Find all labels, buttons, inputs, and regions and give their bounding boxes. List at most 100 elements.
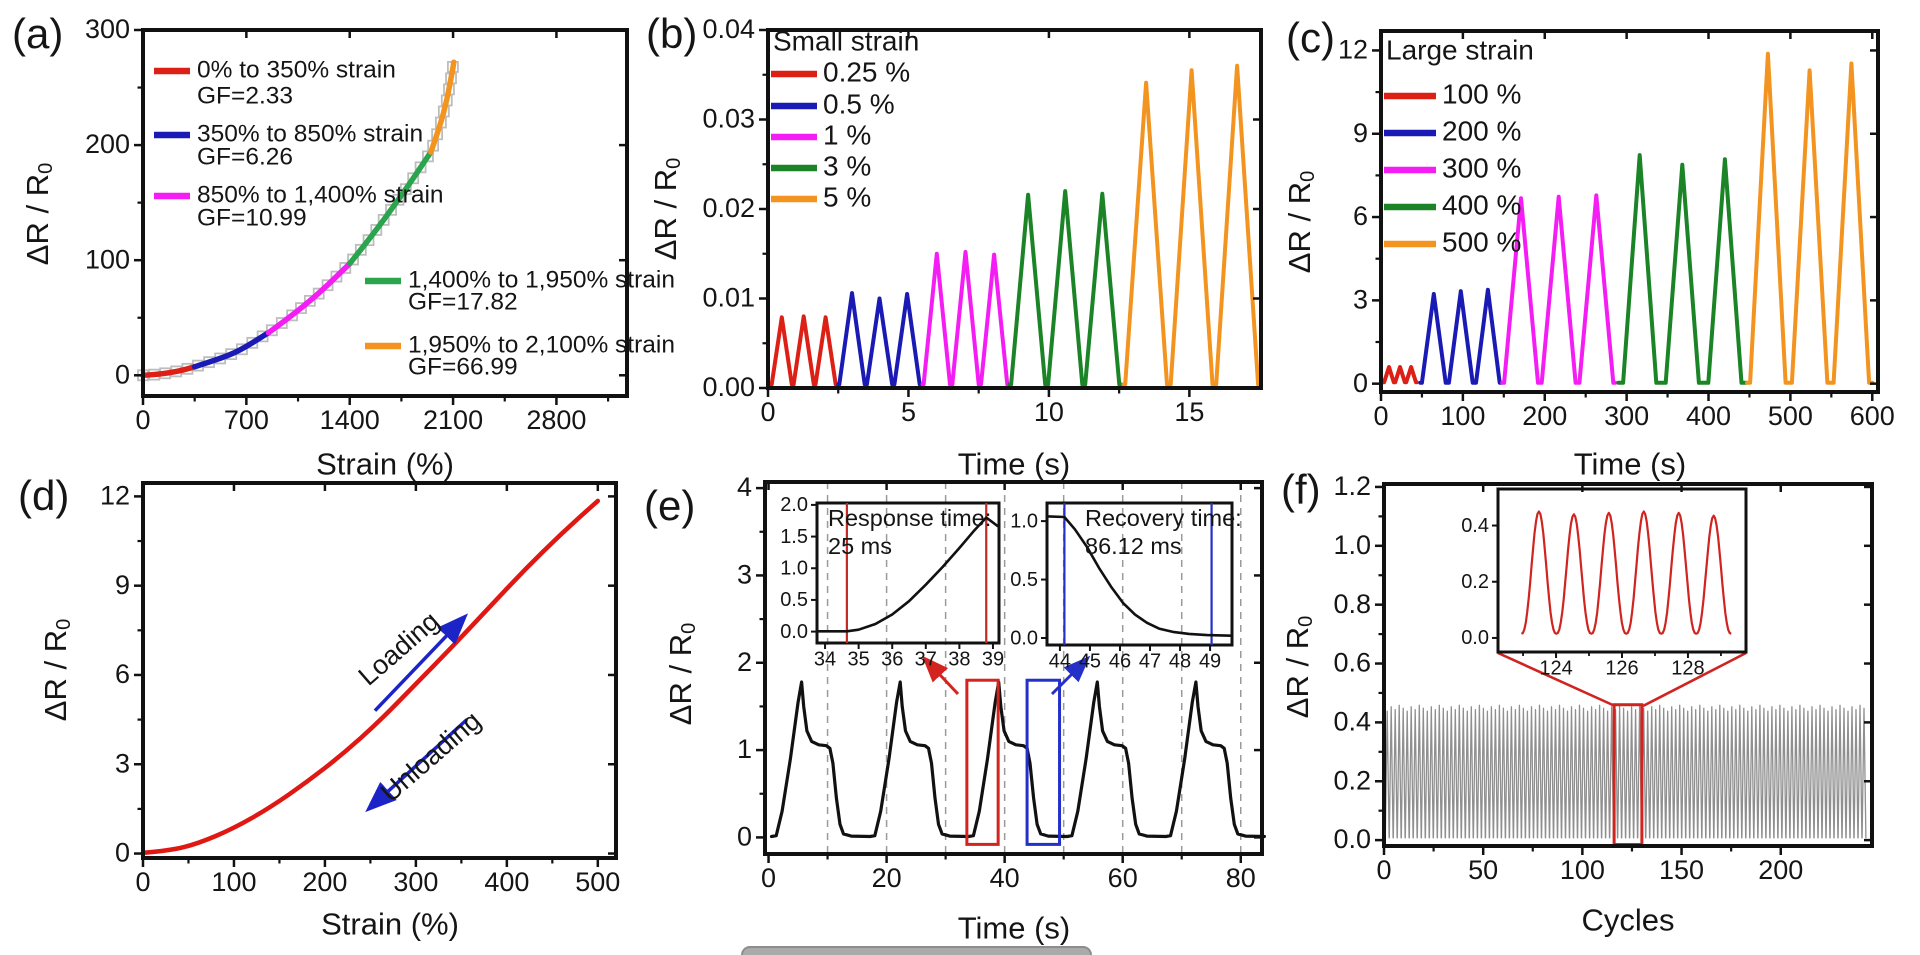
y-tick-label: 12 <box>1338 35 1368 65</box>
x-tick-label: 500 <box>1768 401 1813 431</box>
inset-y-tick: 0.5 <box>1010 569 1038 591</box>
series-small-0.5pct <box>836 291 923 387</box>
inset-x-tick: 48 <box>1169 651 1191 673</box>
inset-x-tick: 34 <box>814 649 836 671</box>
y-tick-label: 12 <box>100 481 130 511</box>
axes-frame <box>141 28 629 398</box>
inset-annotation-text: Recovery time: <box>1085 505 1242 531</box>
inset-annotation-text: Response time: <box>828 505 991 531</box>
x-tick-label: 80 <box>1226 863 1256 893</box>
y-tick-label: 3 <box>115 748 130 778</box>
axis-ticks-panel-f: 0 50 100 150 200 0.0 0.2 0.4 0.6 0.8 1.0 1.2 <box>1333 471 1872 885</box>
series-strain-850-1400 <box>265 260 353 336</box>
legend-title: Small strain <box>773 25 919 56</box>
panel-a: 0 700 1400 2100 2800 0 100 200 300 Strain (%) ΔR /… <box>12 10 675 481</box>
y-tick-label: 3 <box>1353 284 1368 314</box>
legend-entry: 300 % <box>1384 152 1521 183</box>
legend-label: GF=6.26 <box>197 143 293 170</box>
y-tick-label: 1 <box>737 734 752 764</box>
y-tick-label: 2 <box>737 647 752 677</box>
inset-y-tick: 0.0 <box>1010 627 1038 649</box>
recovery-time-inset: 44 45 46 47 48 49 0.0 0.5 1.0 Recovery time:86.12… <box>1010 501 1242 673</box>
y-axis-label: ΔR / R0 <box>1282 171 1319 273</box>
x-tick-label: 5 <box>901 397 916 427</box>
inset-annotation-text: 25 ms <box>828 533 892 559</box>
y-tick-label: 0.8 <box>1333 589 1371 619</box>
x-tick-label: 200 <box>302 867 347 897</box>
response-time-inset: 34 35 36 37 38 39 0.0 0.5 1.0 1.5 2.0 Response time… <box>780 494 1004 670</box>
series-durability-cycles <box>1384 704 1867 839</box>
x-tick-label: 60 <box>1108 863 1138 893</box>
panel-c: 0 100 200 300 400 500 600 0 3 6 9 12 Time (s) ΔR / R0… <box>1282 14 1895 481</box>
x-tick-label: 50 <box>1468 855 1498 885</box>
x-tick-label: 10 <box>1034 397 1064 427</box>
annotation-arrow <box>373 613 469 712</box>
series-strain-350-850 <box>191 329 272 370</box>
y-tick-label: 0.2 <box>1333 765 1371 795</box>
inset-y-tick: 0.4 <box>1461 515 1489 537</box>
inset-curve <box>818 516 999 633</box>
y-tick-label: 0 <box>737 822 752 852</box>
legend-entry: 5 % <box>771 181 871 212</box>
x-tick-label: 300 <box>393 867 438 897</box>
series-strain-0-350 <box>140 363 198 379</box>
legend-label: GF=10.99 <box>197 204 307 231</box>
panel-b: 0 5 10 15 0.00 0.01 0.02 0.03 0.04 Time (s) ΔR / R… <box>646 10 1263 481</box>
zoom-callout-line <box>1642 651 1747 708</box>
panel-letter-f: (f) <box>1281 466 1321 513</box>
y-tick-label: 0.6 <box>1333 648 1371 678</box>
y-axis-label: ΔR / R0 <box>1280 616 1317 718</box>
inset-x-tick: 38 <box>948 649 970 671</box>
panel-letter-a: (a) <box>12 10 63 57</box>
inset-y-tick: 1.0 <box>1010 510 1038 532</box>
y-tick-label: 200 <box>85 129 130 159</box>
x-tick-label: 0 <box>1373 401 1388 431</box>
inset-y-tick: 1.5 <box>780 526 808 548</box>
cycle-zoom-inset: 124 126 128 0.0 0.2 0.4 <box>1461 487 1748 680</box>
inset-x-tick: 49 <box>1199 651 1221 673</box>
y-tick-label: 6 <box>1353 201 1368 231</box>
inset-y-tick: 0.2 <box>1461 571 1489 593</box>
x-axis-label: Strain (%) <box>316 446 454 481</box>
x-tick-label: 1400 <box>320 405 380 435</box>
series-large-500pct <box>1745 51 1875 385</box>
x-axis-label: Strain (%) <box>321 906 459 941</box>
legend-label: 1,400% to 1,950% strain <box>408 266 675 293</box>
x-tick-label: 400 <box>484 867 529 897</box>
legend-label: 100 % <box>1442 78 1521 109</box>
inset-x-tick: 46 <box>1109 651 1131 673</box>
legend-label: GF=17.82 <box>408 288 518 315</box>
legend-label: 850% to 1,400% strain <box>197 181 444 208</box>
annotation-arrow <box>921 655 960 696</box>
legend-label: 300 % <box>1442 152 1521 183</box>
legend-entry: 0.5 % <box>771 88 895 119</box>
y-tick-label: 0.4 <box>1333 707 1371 737</box>
x-tick-label: 0 <box>1376 855 1391 885</box>
y-tick-label: 300 <box>85 14 130 44</box>
inset-x-tick: 126 <box>1605 658 1638 680</box>
x-tick-label: 15 <box>1174 397 1204 427</box>
axes-frame <box>1379 29 1880 394</box>
inset-x-tick: 44 <box>1049 651 1071 673</box>
series-large-100pct <box>1381 365 1419 385</box>
highlight-rect <box>1025 678 1062 846</box>
y-tick-label: 0.02 <box>702 193 755 223</box>
panel-d: Loading Unloading 0 100 200 300 400 500 0 3 6 9 12 St… <box>18 472 620 941</box>
legend-label: 1,950% to 2,100% strain <box>408 331 675 358</box>
x-tick-label: 100 <box>1440 401 1485 431</box>
legend-label: 350% to 850% strain <box>197 120 423 147</box>
inset-x-tick: 37 <box>915 649 937 671</box>
inset-x-tick: 36 <box>881 649 903 671</box>
x-tick-label: 150 <box>1659 855 1704 885</box>
x-tick-label: 200 <box>1522 401 1567 431</box>
inset-y-tick: 0.0 <box>780 621 808 643</box>
x-axis-label: Time (s) <box>958 910 1071 945</box>
y-axis-label: ΔR / R0 <box>663 623 700 725</box>
x-axis-label: Cycles <box>1581 902 1674 937</box>
series-large-400pct <box>1616 153 1749 385</box>
series-small-3pct <box>1007 189 1123 387</box>
